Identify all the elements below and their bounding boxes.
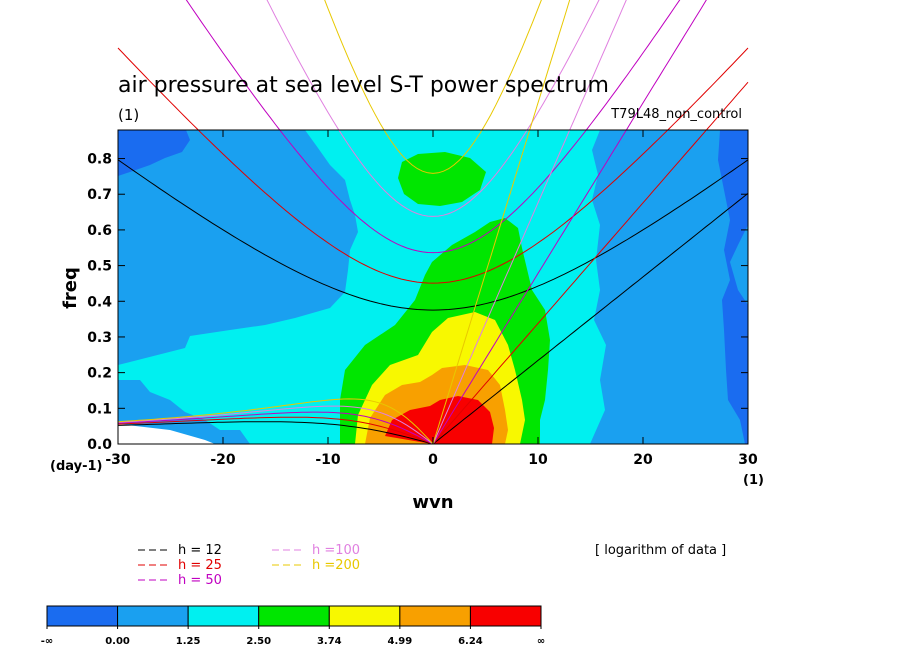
curve-group-h100 [117,0,627,445]
contour-fill-layer [118,130,748,444]
rossby-wave-curve-h50 [117,411,434,445]
y-axis-title: freq [60,267,81,309]
run-label: T79L48_non_control [610,107,742,122]
colorbar-swatch-2 [187,605,260,627]
y-tick-label-8: 0.8 [87,152,112,168]
chart-title: air pressure at sea level S-T power spec… [118,73,609,98]
dispersion-curves-layer [117,0,749,445]
colorbar-label-3: 2.50 [246,636,271,647]
curve-group-h200 [117,0,571,445]
y-tick-label-6: 0.6 [87,223,112,239]
y-tick-label-0: 0.0 [87,437,112,453]
x-tick-label-5: 20 [633,452,653,468]
x-tick-label-2: -10 [315,452,341,468]
colorbar-label-5: 4.99 [388,636,413,647]
ig-wave-curve-h25 [117,47,749,284]
colorbar-swatch-3 [258,605,330,627]
colorbar-label-0: -∞ [41,636,53,647]
contour-region-green-top [398,152,486,206]
kelvin-wave-curve-h25 [432,81,749,445]
contour-region-red [385,396,494,444]
legend-label-h50: h = 50 [178,573,222,588]
ig-wave-curve-h200 [324,0,542,174]
y-tick-label-4: 0.4 [87,294,112,310]
ig-wave-curve-h50 [185,0,681,254]
data-note: [ logarithm of data ] [595,543,726,558]
legend-label-h200: h =200 [312,558,360,573]
y-tick-label-5: 0.5 [87,259,112,275]
colorbar-label-1: 0.00 [105,636,130,647]
colorbar-swatch-1 [117,605,189,627]
rossby-wave-curve-h25 [117,416,434,445]
ig-wave-curve-h100 [266,0,600,217]
axes-layer: -30 -20 -10 0 10 20 30 0.0 0.1 0.2 0.3 0.4 0.5 0.6 0.7… [87,130,758,468]
colorbar-label-7: ∞ [537,636,545,647]
rossby-wave-curve-h100 [117,405,434,445]
rossby-wave-curve-h200 [117,398,434,445]
curve-group-h12 [117,159,749,445]
kelvin-wave-curve-h50 [432,0,707,445]
x-tick-label-3: 0 [428,452,438,468]
units-left-label: (1) [118,106,139,124]
colorbar-swatch-6 [469,605,542,627]
y-tick-label-7: 0.7 [87,187,112,203]
x-unit-label: (1) [743,473,764,488]
legend-label-h25: h = 25 [178,558,222,573]
kelvin-wave-curve-h12 [432,192,749,445]
x-tick-label-0: -30 [105,452,131,468]
x-tick-label-6: 30 [738,452,758,468]
colorbar-label-4: 3.74 [317,636,342,647]
x-tick-label-1: -20 [210,452,236,468]
colorbar-swatch-0 [46,605,119,627]
legend-label-h100: h =100 [312,543,360,558]
kelvin-wave-curve-h200 [432,0,571,445]
kelvin-wave-curve-h100 [432,0,627,445]
x-tick-label-4: 10 [528,452,548,468]
contour-patch-darkblue-right [718,130,748,444]
x-axis-title: wvn [412,492,453,513]
rossby-wave-curve-h12 [117,421,434,445]
y-tick-label-3: 0.3 [87,330,112,346]
plot-gap-left [118,424,215,444]
color-bar: -∞ 0.00 1.25 2.50 3.74 4.99 6.24 ∞ [41,605,545,647]
y-tick-label-1: 0.1 [87,401,112,417]
contour-patch-darkblue-topleft [118,130,190,176]
ig-wave-curve-h12 [117,159,749,311]
curve-group-h25 [117,47,749,445]
legend-label-h12: h = 12 [178,543,222,558]
colorbar-label-2: 1.25 [176,636,201,647]
colorbar-swatch-4 [328,605,401,627]
curve-group-h50 [117,0,707,445]
colorbar-swatch-5 [399,605,471,627]
y-tick-label-2: 0.2 [87,366,112,382]
y-unit-label: (day-1) [50,459,102,474]
colorbar-label-6: 6.24 [458,636,483,647]
